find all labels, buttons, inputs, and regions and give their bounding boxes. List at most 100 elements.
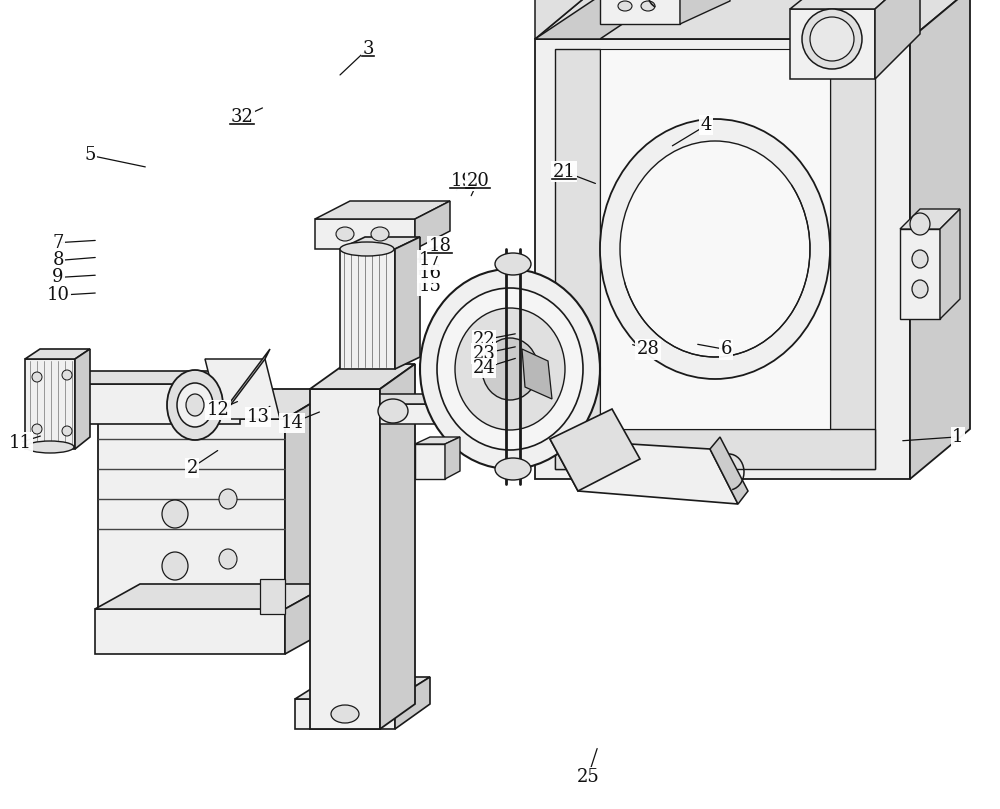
Polygon shape <box>600 49 830 429</box>
Polygon shape <box>710 437 748 504</box>
Polygon shape <box>205 359 280 419</box>
Ellipse shape <box>177 383 213 427</box>
Ellipse shape <box>340 242 394 256</box>
Ellipse shape <box>162 552 188 580</box>
Polygon shape <box>550 409 640 491</box>
Polygon shape <box>285 584 330 654</box>
Polygon shape <box>75 349 90 449</box>
Ellipse shape <box>186 394 204 416</box>
Text: 9: 9 <box>52 269 64 286</box>
Ellipse shape <box>167 370 223 440</box>
Text: 6: 6 <box>720 341 732 358</box>
Ellipse shape <box>62 426 72 436</box>
Polygon shape <box>900 209 960 229</box>
Text: 3: 3 <box>362 40 374 57</box>
Polygon shape <box>310 389 380 729</box>
Text: 16: 16 <box>418 264 442 282</box>
Ellipse shape <box>420 269 600 469</box>
Text: 5: 5 <box>84 146 96 164</box>
Ellipse shape <box>32 424 42 434</box>
Polygon shape <box>95 609 285 654</box>
Text: 12: 12 <box>207 401 229 419</box>
Text: 24: 24 <box>473 359 495 377</box>
Polygon shape <box>600 0 680 24</box>
Ellipse shape <box>912 280 928 298</box>
Ellipse shape <box>912 250 928 268</box>
Polygon shape <box>940 209 960 319</box>
Text: 13: 13 <box>246 408 270 426</box>
Text: 20: 20 <box>467 172 489 190</box>
Ellipse shape <box>460 399 490 423</box>
Text: 18: 18 <box>428 237 452 255</box>
Text: 1: 1 <box>952 428 964 446</box>
Text: 4: 4 <box>700 116 712 134</box>
Polygon shape <box>555 49 600 469</box>
Polygon shape <box>535 0 595 39</box>
Polygon shape <box>25 349 90 359</box>
Ellipse shape <box>810 17 854 61</box>
Polygon shape <box>95 584 330 609</box>
Polygon shape <box>550 439 738 504</box>
Text: 10: 10 <box>46 286 70 304</box>
Text: 11: 11 <box>8 434 32 451</box>
Polygon shape <box>680 0 730 24</box>
Polygon shape <box>25 359 75 449</box>
Ellipse shape <box>162 500 188 528</box>
Ellipse shape <box>219 489 237 509</box>
Text: 28: 28 <box>637 341 659 358</box>
Ellipse shape <box>26 441 74 453</box>
Polygon shape <box>340 249 395 369</box>
Polygon shape <box>395 677 430 729</box>
Polygon shape <box>790 9 875 79</box>
Polygon shape <box>315 201 450 219</box>
Ellipse shape <box>620 141 810 357</box>
Polygon shape <box>315 219 415 249</box>
Ellipse shape <box>910 213 930 235</box>
Text: 14: 14 <box>281 414 303 432</box>
Polygon shape <box>790 0 920 9</box>
Polygon shape <box>900 229 940 319</box>
Ellipse shape <box>331 705 359 723</box>
Ellipse shape <box>618 1 632 11</box>
Text: 21: 21 <box>553 163 575 180</box>
Text: 17: 17 <box>419 251 441 269</box>
Polygon shape <box>285 389 335 614</box>
Polygon shape <box>380 364 415 729</box>
Polygon shape <box>535 0 970 39</box>
Ellipse shape <box>600 119 830 379</box>
Ellipse shape <box>378 399 408 423</box>
Polygon shape <box>98 419 285 614</box>
Ellipse shape <box>495 253 531 275</box>
Polygon shape <box>415 201 450 249</box>
Ellipse shape <box>371 227 389 241</box>
Ellipse shape <box>482 338 538 400</box>
Ellipse shape <box>219 549 237 569</box>
Polygon shape <box>30 384 240 424</box>
Polygon shape <box>522 349 552 399</box>
Polygon shape <box>30 371 255 384</box>
Polygon shape <box>535 39 910 479</box>
Polygon shape <box>415 444 445 479</box>
Ellipse shape <box>495 458 531 480</box>
Polygon shape <box>910 0 970 479</box>
Polygon shape <box>830 49 875 469</box>
Polygon shape <box>380 404 510 424</box>
Polygon shape <box>875 0 920 79</box>
Polygon shape <box>310 364 415 389</box>
Polygon shape <box>340 237 420 249</box>
Polygon shape <box>220 349 270 419</box>
Ellipse shape <box>455 308 565 430</box>
Polygon shape <box>445 437 460 479</box>
Polygon shape <box>535 0 660 39</box>
Ellipse shape <box>32 372 42 382</box>
Polygon shape <box>380 394 510 404</box>
Polygon shape <box>295 677 430 699</box>
Ellipse shape <box>437 288 583 450</box>
Ellipse shape <box>336 227 354 241</box>
Text: 22: 22 <box>473 331 495 349</box>
Polygon shape <box>415 437 460 444</box>
Text: 25: 25 <box>577 768 599 786</box>
Text: 2: 2 <box>186 459 198 477</box>
Polygon shape <box>98 389 335 419</box>
Polygon shape <box>260 579 285 614</box>
